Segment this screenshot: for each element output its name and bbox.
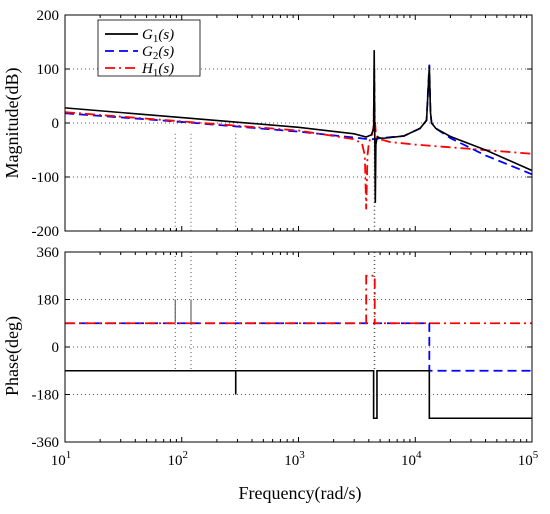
ytick-label: 100 [37, 62, 60, 78]
ytick-label: 360 [37, 245, 60, 261]
legend: G1(s)G2(s)H1(s) [97, 19, 201, 79]
x-axis-label: Frequency(rad/s) [239, 483, 362, 504]
ytick-label: 180 [37, 293, 60, 309]
magnitude-ylabel: Magnitude(dB) [2, 68, 23, 179]
reference-lines [65, 68, 532, 231]
xtick-label: 104 [401, 449, 422, 469]
xtick-label: 101 [51, 449, 72, 469]
legend-label: G1(s) [142, 27, 174, 45]
ytick-label: 0 [52, 116, 60, 132]
series-line-g1s [65, 369, 532, 420]
series-line-g1s [65, 50, 532, 203]
series-line-h1s [65, 68, 532, 210]
magnitude-panel: -200 -100 0 100 200 G1(s)G2(s)H1(s) [32, 8, 533, 240]
ytick-label: -180 [32, 388, 60, 404]
legend-label: G2(s) [142, 44, 174, 62]
ytick-label: -360 [32, 435, 60, 451]
xtick-label: 103 [284, 449, 305, 469]
legend-label: H1(s) [141, 61, 174, 79]
ytick-label: 0 [52, 340, 60, 356]
ytick-label: 200 [37, 8, 60, 24]
phase-ylabel: Phase(deg) [2, 316, 23, 396]
legend-box [97, 19, 201, 77]
ytick-label: -200 [32, 224, 60, 240]
series-line-g2s [65, 64, 532, 176]
ytick-label: -100 [32, 170, 60, 186]
xtick-label: 105 [518, 449, 539, 469]
phase-panel: -360 -180 0 180 360 101 102 103 104 105 [32, 245, 539, 469]
xtick-label: 102 [168, 449, 189, 469]
